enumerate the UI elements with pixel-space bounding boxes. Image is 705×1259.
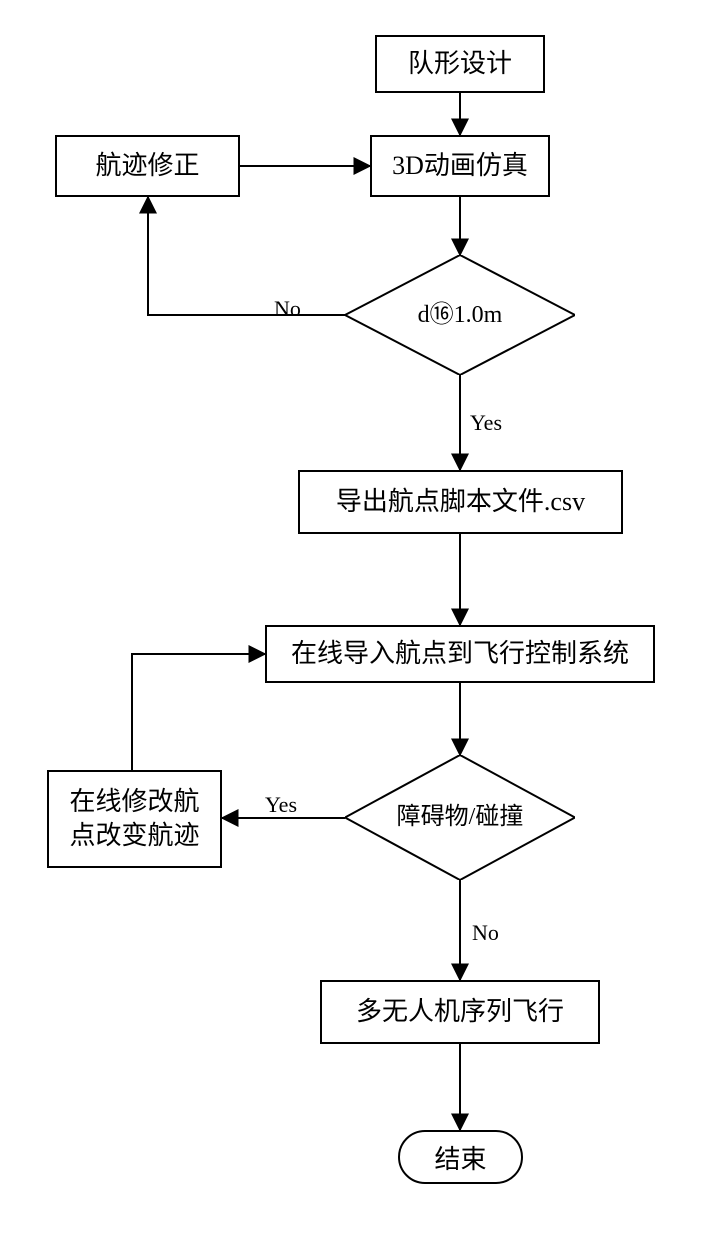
- node-modify-waypoints: 在线修改航 点改变航迹: [47, 770, 222, 868]
- node-label: 在线导入航点到飞行控制系统: [291, 637, 629, 671]
- node-label: 在线修改航 点改变航迹: [69, 785, 199, 853]
- edge: [132, 654, 265, 770]
- decision-label: 障碍物/碰撞: [397, 803, 524, 832]
- node-label: 导出航点脚本文件.csv: [336, 485, 585, 519]
- edge: [148, 197, 345, 315]
- edge-label-no2: No: [472, 920, 499, 946]
- edge-label-yes2: Yes: [265, 792, 297, 818]
- node-export-csv: 导出航点脚本文件.csv: [298, 470, 623, 534]
- node-label: 航迹修正: [95, 149, 199, 183]
- decision-label: d⑯1.0m: [418, 301, 503, 330]
- node-multi-uav-flight: 多无人机序列飞行: [320, 980, 600, 1044]
- node-formation-design: 队形设计: [375, 35, 545, 93]
- node-3d-sim: 3D动画仿真: [370, 135, 550, 197]
- node-import-waypoints: 在线导入航点到飞行控制系统: [265, 625, 655, 683]
- node-end: 结束: [398, 1130, 523, 1184]
- decision-distance: d⑯1.0m: [345, 255, 575, 375]
- node-label: 3D动画仿真: [392, 149, 528, 183]
- node-track-correction: 航迹修正: [55, 135, 240, 197]
- node-label: 结束: [434, 1139, 486, 1176]
- decision-obstacle: 障碍物/碰撞: [345, 755, 575, 880]
- edge-label-no1: No: [274, 296, 301, 322]
- node-label: 队形设计: [408, 47, 512, 81]
- edge-label-yes1: Yes: [470, 410, 502, 436]
- node-label: 多无人机序列飞行: [356, 995, 564, 1029]
